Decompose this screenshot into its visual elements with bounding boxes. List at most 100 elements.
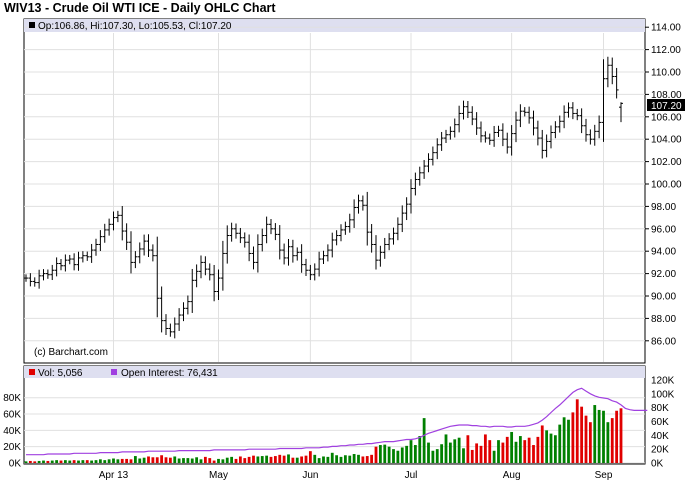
volume-tick-label: 80K (3, 393, 21, 404)
volume-bar (457, 437, 461, 463)
month-label: Sep (595, 470, 613, 481)
ohlc-bar (168, 323, 173, 337)
volume-bar (68, 460, 72, 463)
ohlc-bar (194, 264, 199, 288)
ohlc-bar (251, 246, 256, 270)
volume-bar (435, 449, 439, 463)
volume-bar (580, 406, 584, 463)
volume-bar (584, 415, 588, 463)
volume-bar (24, 461, 28, 463)
volume-bar (217, 458, 220, 463)
ohlc-bar (115, 210, 120, 223)
ohlc-bar (426, 153, 431, 173)
open-interest-line (26, 387, 648, 456)
volume-bar (602, 410, 605, 463)
volume-bar (479, 445, 483, 463)
ohlc-bar (102, 223, 107, 243)
ohlc-bar (575, 108, 580, 121)
volume-tick-label: 20K (3, 442, 21, 453)
volume-bar (212, 460, 216, 463)
volume-bar (46, 460, 50, 463)
ohlc-bar (343, 221, 348, 235)
ohlc-bar (404, 197, 409, 221)
ohlc-bar (304, 258, 308, 276)
volume-bar (370, 454, 374, 463)
volume-bar (282, 455, 286, 463)
ohlc-bar (378, 245, 383, 267)
price-tick-label: 100.00 (651, 180, 682, 191)
volume-bar (182, 458, 185, 463)
volume-bar (545, 430, 549, 463)
ohlc-bar (299, 244, 304, 273)
month-label: Aug (503, 470, 521, 481)
volume-bar (221, 459, 225, 463)
ohlc-bar (120, 206, 125, 241)
volume-bar (133, 456, 137, 463)
ohlc-bar (264, 216, 269, 244)
ohlc-bar (391, 227, 396, 245)
oi-legend-swatch (111, 369, 117, 375)
ohlc-bar (614, 67, 619, 99)
ohlc-bar (605, 56, 610, 88)
ohlc-bar (190, 268, 195, 313)
ohlc-bar (417, 166, 422, 186)
volume-bar (339, 456, 343, 463)
ohlc-bar (177, 308, 182, 331)
volume-bar (470, 449, 474, 463)
volume-bar (116, 459, 120, 463)
ohlc-bar (247, 234, 252, 262)
ohlc-bars (24, 56, 623, 339)
volume-bar (59, 460, 63, 463)
chart-title: WIV13 - Crude Oil WTI ICE - Daily OHLC C… (4, 1, 276, 15)
volume-bar (186, 458, 190, 463)
ohlc-bar (185, 295, 190, 315)
month-label: Apr 13 (99, 470, 129, 481)
volume-legend-band (24, 366, 645, 378)
price-tick-label: 88.00 (651, 314, 676, 325)
ohlc-bar (448, 126, 453, 140)
ohlc-bar (395, 217, 400, 241)
volume-bar (273, 456, 277, 463)
volume-bar (107, 459, 111, 463)
volume-bar (357, 454, 360, 463)
volume-bar (278, 454, 282, 463)
volume-bar (304, 455, 308, 463)
ohlc-bar (518, 104, 523, 128)
ohlc-bar (430, 146, 435, 166)
volume-bar (90, 460, 94, 463)
ohlc-bar (54, 257, 59, 277)
ohlc-bar (330, 232, 335, 258)
volume-bar (151, 457, 155, 463)
price-panel-frame (23, 18, 646, 364)
price-tick-label: 108.00 (651, 90, 682, 101)
volume-bar (33, 461, 37, 463)
volume-bar (501, 442, 505, 463)
price-tick-label: 96.00 (651, 224, 676, 235)
ohlc-bar (544, 134, 549, 158)
volume-bar (409, 440, 413, 463)
ohlc-bar (535, 120, 540, 146)
ohlc-bar (32, 277, 37, 287)
price-tick-label: 110.00 (651, 68, 681, 79)
ohlc-bar (500, 123, 505, 147)
ohlc-bar (150, 244, 155, 262)
ohlc-bar (610, 57, 615, 85)
volume-bar (413, 445, 417, 463)
volume-bar (190, 458, 194, 463)
ohlc-bar (584, 118, 588, 142)
oi-tick-label: 0K (651, 459, 664, 470)
volume-bar (567, 419, 570, 463)
volume-bar (42, 460, 45, 463)
volume-bar (269, 456, 273, 463)
price-legend-swatch (29, 22, 35, 28)
volume-bar (597, 409, 601, 463)
volume-bar (230, 456, 234, 463)
volume-bar (462, 448, 465, 463)
ohlc-bar (273, 223, 278, 241)
ohlc-bar (59, 259, 63, 271)
volume-bar (453, 439, 457, 463)
volume-bar (427, 442, 430, 463)
ohlc-bar (260, 228, 265, 252)
volume-bar (234, 458, 238, 463)
volume-bar (129, 459, 133, 463)
